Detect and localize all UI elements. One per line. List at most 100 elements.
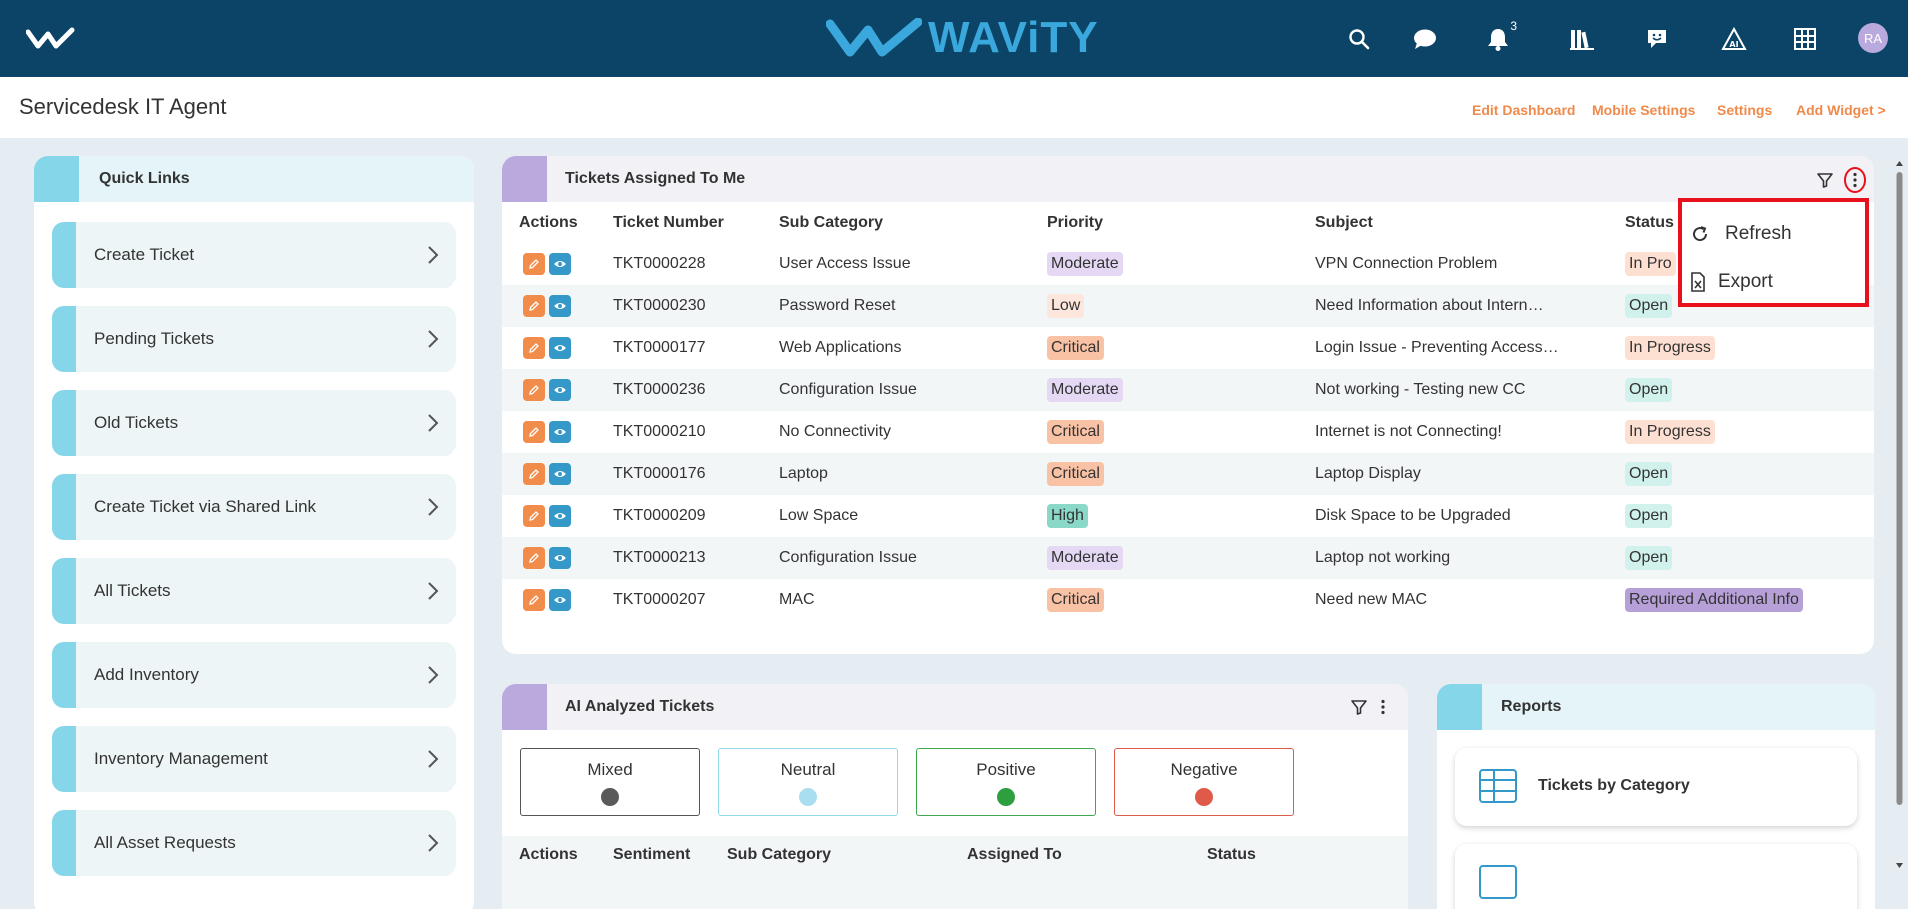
actions-cell bbox=[502, 285, 613, 327]
status-badge: In Pro bbox=[1625, 252, 1676, 276]
status-badge: Open bbox=[1625, 378, 1673, 402]
column-header: Actions bbox=[519, 213, 578, 231]
more-options-icon[interactable] bbox=[1378, 698, 1388, 716]
ticket-number[interactable]: TKT0000228 bbox=[613, 255, 706, 272]
actions-cell bbox=[502, 495, 613, 537]
ticket-number[interactable]: TKT0000210 bbox=[613, 423, 706, 440]
page-scrollbar[interactable] bbox=[1894, 158, 1905, 871]
edit-icon[interactable] bbox=[523, 337, 545, 359]
avatar[interactable]: RA bbox=[1858, 23, 1888, 53]
sentiment-neutral-box[interactable]: Neutral bbox=[718, 748, 898, 816]
actions-cell bbox=[502, 453, 613, 495]
library-icon[interactable] bbox=[1569, 26, 1595, 52]
edit-icon[interactable] bbox=[523, 253, 545, 275]
brand-logo: WAViTY bbox=[826, 13, 1099, 62]
column-header[interactable]: Sentiment bbox=[613, 846, 691, 863]
search-icon[interactable] bbox=[1346, 26, 1372, 52]
table-row: TKT0000228 User Access Issue Moderate VPN C… bbox=[502, 243, 1874, 285]
quick-link-all-asset-requests[interactable]: All Asset Requests bbox=[52, 810, 456, 876]
quick-link-all-tickets[interactable]: All Tickets bbox=[52, 558, 456, 624]
column-header[interactable]: Priority bbox=[1047, 213, 1104, 231]
ai-icon[interactable]: AI bbox=[1721, 26, 1747, 52]
edit-icon[interactable] bbox=[523, 589, 545, 611]
quick-link-pending-tickets[interactable]: Pending Tickets bbox=[52, 306, 456, 372]
view-eye-icon[interactable] bbox=[549, 421, 571, 443]
refresh-menu-item[interactable]: Refresh bbox=[1682, 212, 1865, 256]
neutral-face-icon bbox=[799, 788, 817, 806]
subject: Disk Space to be Upgraded bbox=[1315, 507, 1511, 524]
home-logo-icon[interactable] bbox=[26, 26, 76, 52]
ticket-number[interactable]: TKT0000236 bbox=[613, 369, 779, 411]
view-eye-icon[interactable] bbox=[549, 547, 571, 569]
export-menu-item[interactable]: Export bbox=[1682, 260, 1865, 304]
column-header[interactable]: Sub Category bbox=[779, 213, 884, 231]
grid-icon[interactable] bbox=[1792, 26, 1818, 52]
feedback-icon[interactable] bbox=[1644, 26, 1670, 52]
ticket-number[interactable]: TKT0000176 bbox=[613, 453, 779, 495]
report-item[interactable] bbox=[1455, 844, 1857, 909]
sub-category: Web Applications bbox=[779, 339, 902, 356]
view-eye-icon[interactable] bbox=[549, 463, 571, 485]
subject: Need new MAC bbox=[1315, 591, 1428, 608]
notification-count: 3 bbox=[1510, 19, 1517, 33]
quick-link-shared-link[interactable]: Create Ticket via Shared Link bbox=[52, 474, 456, 540]
table-icon bbox=[1479, 865, 1517, 899]
edit-icon[interactable] bbox=[523, 421, 545, 443]
chat-icon[interactable] bbox=[1412, 26, 1438, 52]
subject: Internet is not Connecting! bbox=[1315, 423, 1502, 440]
table-row: TKT0000176 Laptop Critical Laptop Display Op… bbox=[502, 453, 1874, 495]
edit-icon[interactable] bbox=[523, 463, 545, 485]
view-eye-icon[interactable] bbox=[549, 379, 571, 401]
ticket-number[interactable]: TKT0000207 bbox=[613, 591, 706, 608]
settings-link[interactable]: Settings bbox=[1717, 102, 1773, 118]
view-eye-icon[interactable] bbox=[549, 253, 571, 275]
edit-icon[interactable] bbox=[523, 547, 545, 569]
sentiment-positive-box[interactable]: Positive bbox=[916, 748, 1096, 816]
more-options-icon[interactable] bbox=[1842, 165, 1868, 195]
view-eye-icon[interactable] bbox=[549, 589, 571, 611]
column-header[interactable]: Assigned To bbox=[967, 846, 1062, 863]
positive-face-icon bbox=[997, 788, 1015, 806]
quick-link-create-ticket[interactable]: Create Ticket bbox=[52, 222, 456, 288]
wavity-logo-icon bbox=[826, 18, 922, 57]
edit-icon[interactable] bbox=[523, 379, 545, 401]
sentiment-negative-box[interactable]: Negative bbox=[1114, 748, 1294, 816]
view-eye-icon[interactable] bbox=[549, 505, 571, 527]
add-widget-link[interactable]: Add Widget > bbox=[1796, 102, 1886, 118]
quick-link-add-inventory[interactable]: Add Inventory bbox=[52, 642, 456, 708]
report-tickets-by-category[interactable]: Tickets by Category bbox=[1455, 748, 1857, 826]
view-eye-icon[interactable] bbox=[549, 337, 571, 359]
refresh-icon bbox=[1693, 226, 1708, 242]
status-badge: Required Additional Info bbox=[1625, 588, 1803, 612]
edit-dashboard-link[interactable]: Edit Dashboard bbox=[1472, 102, 1576, 118]
ticket-number[interactable]: TKT0000230 bbox=[613, 285, 779, 327]
view-eye-icon[interactable] bbox=[549, 295, 571, 317]
bell-icon[interactable]: 3 bbox=[1485, 19, 1517, 52]
column-header[interactable]: Sub Category bbox=[727, 846, 832, 863]
filter-icon[interactable] bbox=[1816, 171, 1834, 189]
table-row: TKT0000210 No Connectivity Critical Interne… bbox=[502, 411, 1874, 453]
quick-links-header: Quick Links bbox=[34, 156, 474, 202]
tickets-assigned-header: Tickets Assigned To Me bbox=[502, 156, 1874, 202]
sentiment-mixed-box[interactable]: Mixed bbox=[520, 748, 700, 816]
edit-icon[interactable] bbox=[523, 295, 545, 317]
column-header[interactable]: Ticket Number bbox=[613, 213, 724, 231]
ticket-number[interactable]: TKT0000213 bbox=[613, 537, 779, 579]
quick-links-title: Quick Links bbox=[99, 170, 190, 187]
mobile-settings-link[interactable]: Mobile Settings bbox=[1592, 102, 1696, 118]
column-header[interactable]: Subject bbox=[1315, 213, 1373, 231]
ticket-number[interactable]: TKT0000177 bbox=[613, 339, 706, 356]
dashboard-header: Servicedesk IT Agent Edit Dashboard Mobi… bbox=[0, 77, 1908, 138]
actions-cell bbox=[502, 579, 613, 621]
table-row: TKT0000209 Low Space High Disk Space to be … bbox=[502, 495, 1874, 537]
column-header[interactable]: Status bbox=[1207, 846, 1256, 863]
quick-link-old-tickets[interactable]: Old Tickets bbox=[52, 390, 456, 456]
quick-link-inventory-management[interactable]: Inventory Management bbox=[52, 726, 456, 792]
priority-badge: Critical bbox=[1047, 462, 1104, 486]
filter-icon[interactable] bbox=[1350, 698, 1368, 716]
edit-icon[interactable] bbox=[523, 505, 545, 527]
column-header[interactable]: Status bbox=[1625, 213, 1674, 231]
ticket-number[interactable]: TKT0000209 bbox=[613, 507, 706, 524]
priority-badge: Critical bbox=[1047, 588, 1104, 612]
status-badge: In Progress bbox=[1625, 336, 1715, 360]
